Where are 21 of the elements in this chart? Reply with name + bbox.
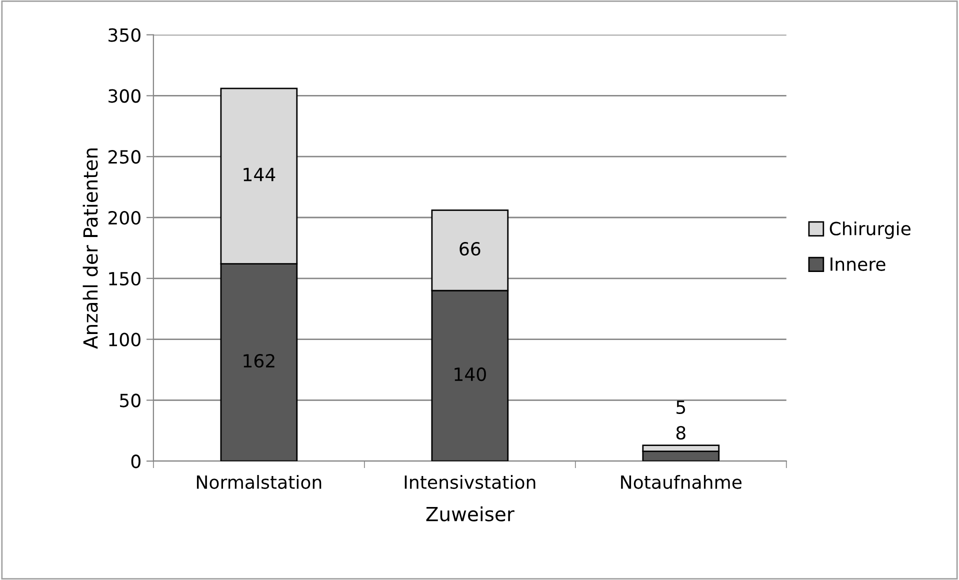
data-label: 162	[244, 354, 274, 368]
x-tick-label: Notaufnahme	[621, 474, 742, 489]
y-tick-label: 0	[131, 454, 140, 468]
data-label: 140	[454, 367, 486, 382]
y-tick-label: 150	[109, 272, 140, 286]
legend-label: Innere	[830, 258, 886, 271]
x-tick-label: Normalstation	[196, 474, 322, 489]
data-label: 66	[460, 242, 480, 256]
data-label: 144	[244, 168, 276, 182]
y-tick-label: 250	[108, 150, 140, 164]
y-tick-label: 300	[108, 89, 140, 103]
data-label: 5	[676, 400, 686, 414]
y-tick-label: 100	[109, 332, 140, 346]
x-tick-label: Intensivstation	[404, 474, 536, 489]
y-tick-label: 200	[108, 210, 140, 225]
data-label: 8	[676, 426, 686, 440]
x-axis-title: Zuweiser	[426, 506, 514, 522]
y-axis-title: Anzahl der Patienten	[82, 148, 98, 349]
legend-label: Chirurgie	[830, 221, 910, 239]
y-tick-label: 350	[108, 28, 140, 42]
y-tick-label: 50	[120, 394, 140, 408]
